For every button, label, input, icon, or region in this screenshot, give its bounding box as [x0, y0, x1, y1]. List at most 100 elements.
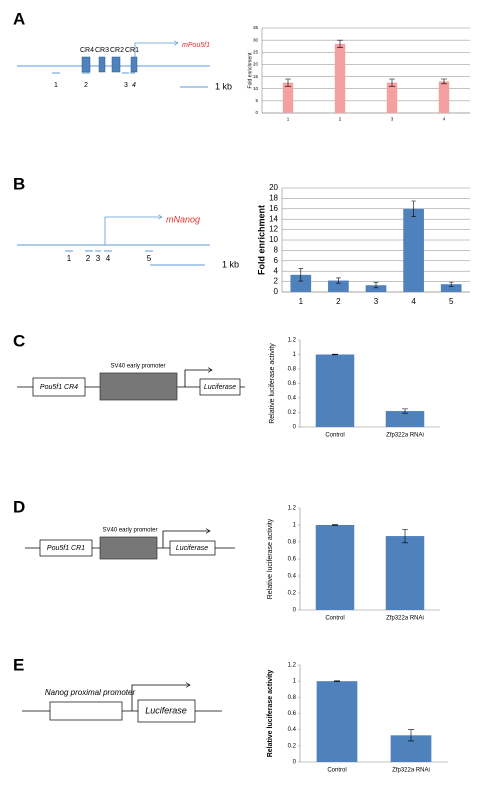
panel-label: A [13, 9, 25, 28]
region-label: CR3 [95, 47, 109, 54]
reporter-label: Luciferase [204, 384, 236, 391]
x-tick-label: Control [325, 616, 344, 622]
y-tick-label: 15 [253, 74, 259, 79]
tss-arrow [162, 531, 210, 548]
promoter-box [99, 536, 158, 560]
y-tick-label: 16 [269, 204, 278, 213]
y-tick-label: 18 [269, 194, 278, 203]
y-tick-label: 2 [274, 277, 279, 286]
y-tick-label: 25 [253, 49, 259, 54]
scale-label: 1 kb [222, 259, 239, 269]
y-tick-label: 20 [253, 62, 259, 67]
tss-arrow [131, 685, 190, 711]
x-tick-label: 2 [336, 297, 341, 306]
error-bar [332, 353, 338, 356]
primer-label: 1 [54, 82, 58, 89]
error-bar [332, 524, 338, 526]
primer-label: 2 [84, 82, 88, 89]
primer-label: 1 [67, 254, 72, 263]
bar [315, 525, 355, 610]
error-bar [402, 408, 408, 414]
y-tick-label: 0.4 [288, 574, 297, 580]
y-axis-label: Fold enrichment [256, 205, 266, 275]
bar-chart: 0 5 10 15 20 25 30 35 Fold enrichment 1 2 3 4 [247, 25, 470, 122]
primer-label: 4 [132, 82, 136, 89]
element-label: Pou5f1 CR4 [40, 384, 78, 391]
y-tick-label: 10 [253, 86, 259, 91]
error-bar [448, 281, 454, 287]
y-axis-label: Relative luciferase activity [267, 670, 274, 758]
region-label: CR4 [80, 47, 94, 54]
bar [290, 274, 312, 292]
reporter-box [199, 378, 241, 396]
reporter-label: Luciferase [176, 545, 208, 552]
y-tick-label: 6 [274, 256, 279, 265]
panel-a-diagram: A CR4 CR3 CR2 CR1 mPou5f1 1 2 3 4 1 kb [13, 9, 232, 91]
panel-d-diagram: D Pou5f1 CR1 SV40 early promoter Lucifer… [13, 497, 235, 560]
y-tick-label: 14 [269, 214, 278, 223]
y-tick-label: 0.6 [288, 381, 297, 387]
bar [438, 81, 450, 113]
promoter-label: SV40 early promoter [102, 528, 157, 534]
primer-label: 3 [124, 82, 128, 89]
region-box [98, 56, 106, 73]
region-box [130, 56, 138, 73]
gene-label: mPou5f1 [182, 42, 210, 49]
y-tick-label: 1 [293, 352, 297, 358]
bar [385, 536, 425, 610]
y-tick-label: 35 [253, 25, 259, 30]
primer-label: 4 [106, 254, 111, 263]
y-tick-label: 0.2 [288, 591, 297, 597]
bar [315, 354, 355, 427]
error-bar [334, 680, 340, 682]
y-tick-label: 12 [269, 225, 278, 234]
y-tick-label: 0.8 [288, 540, 297, 546]
error-bar [337, 39, 343, 48]
element-box [32, 377, 86, 397]
bar [440, 284, 462, 292]
y-tick-label: 1 [293, 523, 297, 529]
panel-e-diagram: E Nanog proximal promoter Luciferase [13, 655, 222, 723]
panel-label: D [13, 497, 25, 516]
promoter-box [49, 701, 123, 721]
scale-label: 1 kb [215, 81, 232, 91]
tss-arrow [134, 43, 178, 57]
y-axis-label: Relative luciferase activity [269, 343, 276, 424]
region-box [111, 56, 121, 73]
promoter-label: SV40 early promoter [110, 364, 165, 370]
y-tick-label: 4 [274, 266, 279, 275]
element-box [39, 539, 93, 557]
x-tick-label: 1 [299, 297, 304, 306]
primer-label: 5 [147, 254, 152, 263]
error-bar [298, 268, 304, 282]
reporter-box [137, 699, 196, 723]
x-tick-label: 5 [449, 297, 454, 306]
error-bar [408, 729, 414, 742]
region-label: CR1 [125, 47, 139, 54]
y-axis-label: Fold enrichment [247, 52, 253, 88]
bar [365, 285, 387, 292]
y-tick-label: 0.6 [288, 557, 297, 563]
y-axis-label: Relative luciferase activity [267, 518, 274, 599]
x-tick-label: 3 [374, 297, 379, 306]
bar [334, 43, 346, 113]
y-tick-label: 5 [255, 98, 258, 103]
y-tick-label: 0.4 [288, 396, 297, 402]
x-tick-label: 4 [443, 117, 446, 122]
bar [385, 411, 425, 427]
error-bar [285, 78, 291, 87]
error-bar [402, 528, 408, 544]
y-tick-label: 0 [274, 287, 279, 296]
y-tick-label: 0.8 [288, 367, 297, 373]
y-tick-label: 1 [293, 679, 297, 685]
gene-label: mNanog [166, 214, 200, 224]
panel-c-diagram: C Pou5f1 CR4 SV40 early promoter Lucifer… [13, 331, 245, 401]
y-tick-label: 1.2 [288, 338, 297, 344]
bar [386, 82, 398, 113]
error-bar [373, 282, 379, 289]
bar [328, 280, 349, 292]
element-label: Pou5f1 CR1 [47, 545, 85, 552]
bar [316, 681, 358, 762]
primer-label: 3 [96, 254, 101, 263]
